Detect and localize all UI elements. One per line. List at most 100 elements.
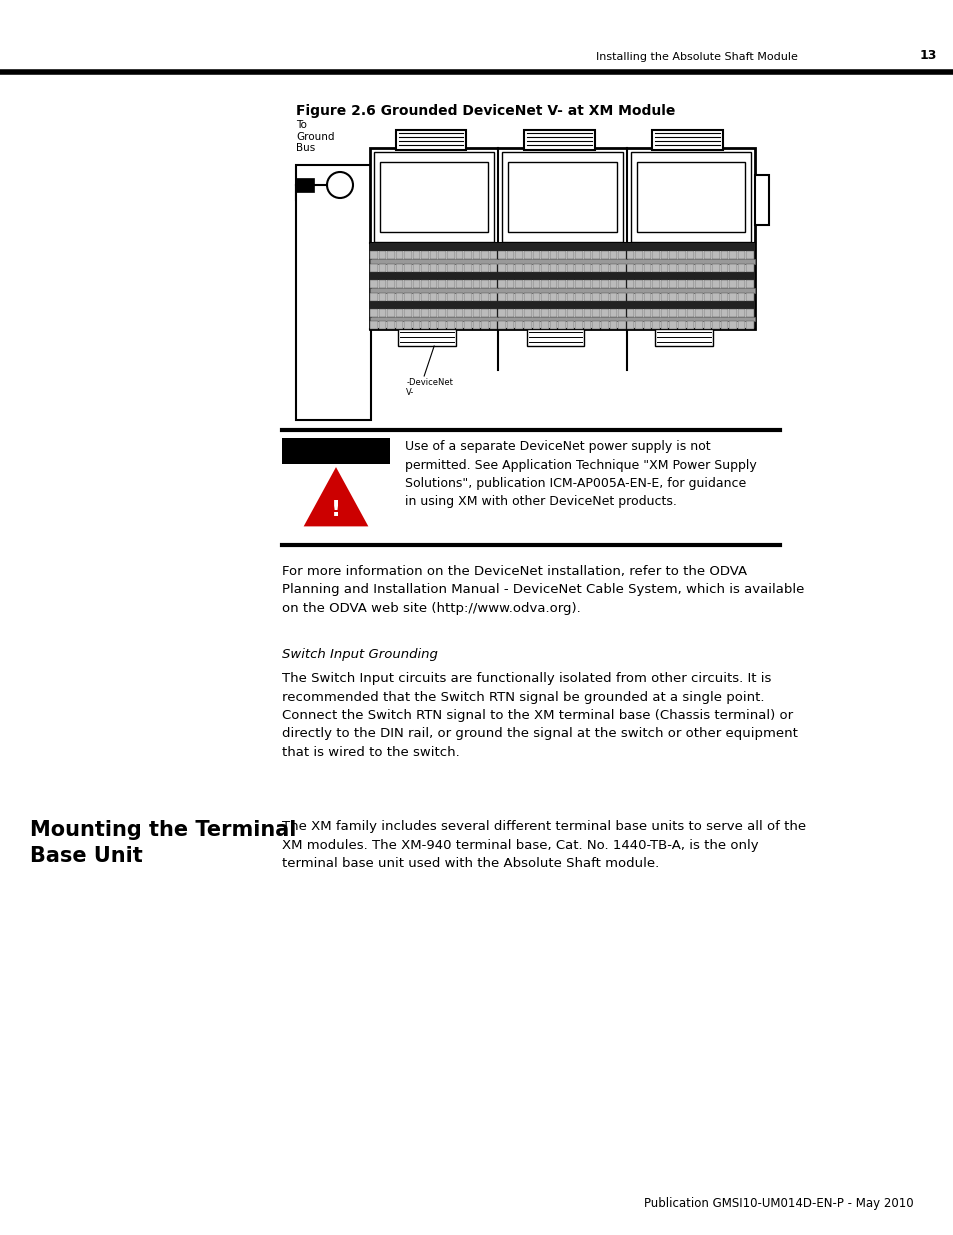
Bar bbox=[712, 264, 719, 272]
Bar bbox=[413, 280, 420, 288]
Bar bbox=[456, 264, 462, 272]
Bar bbox=[609, 280, 617, 288]
Bar bbox=[654, 329, 712, 346]
Bar bbox=[472, 321, 479, 329]
Bar bbox=[506, 264, 514, 272]
Bar bbox=[712, 280, 719, 288]
Bar bbox=[523, 130, 594, 149]
Bar bbox=[395, 293, 403, 301]
Bar bbox=[660, 251, 668, 259]
Bar bbox=[566, 251, 574, 259]
Bar bbox=[575, 280, 582, 288]
Bar bbox=[703, 251, 711, 259]
Bar bbox=[515, 293, 522, 301]
Bar bbox=[421, 309, 429, 317]
Bar bbox=[370, 309, 377, 317]
Bar bbox=[566, 309, 574, 317]
Bar bbox=[729, 264, 736, 272]
Bar bbox=[583, 280, 591, 288]
Bar bbox=[678, 309, 685, 317]
Bar bbox=[652, 321, 659, 329]
Bar bbox=[489, 309, 497, 317]
Bar bbox=[506, 293, 514, 301]
Bar bbox=[480, 321, 488, 329]
Bar bbox=[413, 309, 420, 317]
Bar bbox=[575, 264, 582, 272]
Bar bbox=[626, 251, 634, 259]
Bar bbox=[540, 280, 548, 288]
Text: For more information on the DeviceNet installation, refer to the ODVA
Planning a: For more information on the DeviceNet in… bbox=[282, 564, 803, 615]
Bar bbox=[430, 251, 437, 259]
Bar bbox=[430, 264, 437, 272]
Bar bbox=[540, 264, 548, 272]
Bar bbox=[480, 309, 488, 317]
Bar bbox=[643, 280, 651, 288]
Bar bbox=[404, 309, 412, 317]
Bar bbox=[540, 321, 548, 329]
Bar bbox=[549, 264, 557, 272]
Bar bbox=[404, 251, 412, 259]
Bar bbox=[370, 293, 377, 301]
Bar bbox=[669, 309, 677, 317]
Bar bbox=[508, 162, 616, 232]
Bar bbox=[295, 165, 371, 420]
Bar bbox=[558, 321, 565, 329]
Bar bbox=[540, 309, 548, 317]
Bar bbox=[720, 251, 727, 259]
Bar bbox=[395, 251, 403, 259]
Bar bbox=[430, 293, 437, 301]
Bar bbox=[558, 309, 565, 317]
Bar bbox=[695, 309, 702, 317]
Bar bbox=[636, 162, 744, 232]
Bar bbox=[729, 251, 736, 259]
Bar bbox=[515, 321, 522, 329]
Bar bbox=[643, 293, 651, 301]
Bar bbox=[523, 251, 531, 259]
Bar bbox=[370, 301, 754, 309]
Bar bbox=[652, 309, 659, 317]
Bar bbox=[652, 251, 659, 259]
Bar bbox=[600, 280, 608, 288]
Text: The Switch Input circuits are functionally isolated from other circuits. It is
r: The Switch Input circuits are functional… bbox=[282, 672, 797, 760]
Bar bbox=[421, 321, 429, 329]
Bar bbox=[686, 264, 694, 272]
Bar bbox=[413, 264, 420, 272]
Bar bbox=[370, 272, 754, 280]
Bar bbox=[626, 309, 634, 317]
Bar bbox=[635, 293, 642, 301]
Bar bbox=[404, 264, 412, 272]
Bar bbox=[609, 264, 617, 272]
Bar bbox=[370, 251, 377, 259]
Bar bbox=[575, 309, 582, 317]
Bar bbox=[686, 280, 694, 288]
Bar bbox=[378, 251, 386, 259]
Bar bbox=[438, 251, 446, 259]
Bar bbox=[387, 251, 395, 259]
Bar bbox=[387, 293, 395, 301]
Bar bbox=[737, 293, 744, 301]
Bar bbox=[370, 317, 754, 321]
Bar bbox=[502, 152, 622, 242]
Bar bbox=[686, 321, 694, 329]
Bar bbox=[678, 251, 685, 259]
Bar bbox=[618, 309, 625, 317]
Bar bbox=[630, 152, 750, 242]
Bar bbox=[480, 264, 488, 272]
Bar bbox=[447, 251, 454, 259]
Bar bbox=[456, 280, 462, 288]
Text: -DeviceNet
V-: -DeviceNet V- bbox=[406, 378, 453, 398]
Bar bbox=[660, 321, 668, 329]
Bar bbox=[592, 293, 599, 301]
Bar bbox=[387, 321, 395, 329]
Bar bbox=[575, 251, 582, 259]
Bar bbox=[489, 293, 497, 301]
Bar bbox=[480, 251, 488, 259]
Bar bbox=[575, 293, 582, 301]
Bar bbox=[635, 251, 642, 259]
Bar bbox=[643, 251, 651, 259]
Bar bbox=[438, 309, 446, 317]
Bar bbox=[720, 321, 727, 329]
Bar bbox=[729, 309, 736, 317]
Bar bbox=[395, 321, 403, 329]
Bar bbox=[635, 280, 642, 288]
